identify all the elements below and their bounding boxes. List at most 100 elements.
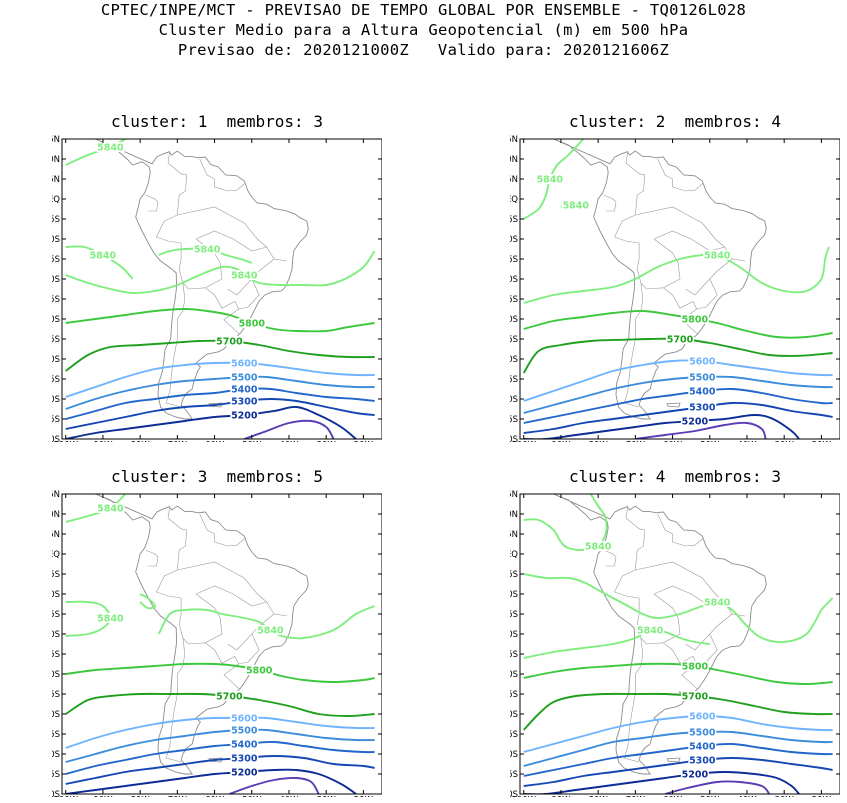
contour-label-bg: [680, 661, 709, 671]
contour-label-bg: [688, 727, 717, 737]
contour-label: 5840: [97, 143, 124, 154]
lat-tick-label: 60S: [510, 435, 518, 442]
contour-label-bg: [230, 739, 259, 749]
contour-5600: [65, 361, 375, 398]
country-border: [165, 282, 186, 408]
lon-tick-label: 30W: [775, 441, 795, 442]
contour-5700: [522, 337, 833, 374]
contour-label: 5500: [689, 373, 716, 384]
lat-tick-label: 5N: [52, 175, 60, 185]
country-border: [177, 561, 275, 615]
lon-tick-label: 40W: [737, 796, 757, 797]
country-border: [685, 613, 746, 651]
contour-5500: [523, 730, 833, 767]
lat-tick-label: 10S: [52, 235, 60, 245]
contour-label: 5840: [231, 271, 258, 282]
country-border: [205, 287, 240, 335]
lon-tick-label: 80W: [589, 796, 609, 797]
lat-tick-label: 5S: [510, 215, 518, 225]
country-border: [657, 513, 704, 547]
lat-tick-label: 60S: [510, 790, 518, 797]
lon-tick-label: 40W: [737, 441, 757, 442]
contour-5840: [523, 573, 834, 644]
lon-tick-label: 60W: [663, 441, 683, 442]
contour-label: 5200: [231, 768, 258, 779]
lat-tick-label: 20S: [510, 630, 518, 640]
country-border: [614, 569, 640, 599]
contour-label-bg: [680, 691, 709, 701]
country-border: [635, 206, 733, 260]
lat-tick-label: 50S: [510, 395, 518, 405]
contour-label: 5800: [682, 662, 709, 673]
lon-tick-label: 40W: [279, 441, 299, 442]
contour-label-bg: [88, 250, 117, 260]
contour-label-bg: [230, 713, 259, 723]
map-panel-cluster-3: cluster: 3 membros: 5 5840 5840 5840 5800 57…: [43, 467, 383, 803]
country-border: [603, 549, 617, 567]
lat-tick-label: 60S: [52, 435, 60, 442]
country-border: [167, 505, 188, 571]
contour-5700: [65, 339, 375, 372]
lon-tick-label: 90W: [93, 796, 113, 797]
contour-label-bg: [237, 318, 266, 328]
lat-tick-label: 45S: [510, 375, 518, 385]
lat-tick-label: 25S: [52, 295, 60, 305]
lat-tick-label: 50S: [510, 750, 518, 760]
contour-label: 5400: [689, 742, 716, 753]
contour-5840: [157, 605, 375, 640]
contour-label: 5300: [231, 754, 258, 765]
contour-label-bg: [96, 613, 125, 623]
lat-tick-label: 5N: [52, 530, 60, 540]
contour-label-bg: [680, 769, 709, 779]
country-border: [156, 214, 182, 244]
lat-tick-label: 20S: [52, 275, 60, 285]
coastline: [553, 139, 767, 420]
contour-label: 5500: [231, 726, 258, 737]
contour-5100: [243, 419, 335, 439]
contour-map: 5840 5840 5840 5800 5700 5600 5500 5400 5300 5200…: [501, 490, 841, 803]
lon-tick-label: 20W: [812, 441, 832, 442]
contour-5600: [523, 359, 833, 402]
lat-tick-label: 10N: [52, 510, 60, 520]
contour-label-bg: [688, 402, 717, 412]
country-border: [663, 287, 698, 335]
contour-label: 5200: [231, 411, 258, 422]
lon-tick-label: 80W: [131, 796, 151, 797]
lon-tick-label: 70W: [168, 441, 188, 442]
lat-tick-label: 10S: [510, 235, 518, 245]
contour-5400: [65, 387, 375, 420]
country-border: [696, 633, 718, 665]
country-border: [195, 230, 267, 252]
contour-label-bg: [703, 597, 732, 607]
contour-label-bg: [688, 372, 717, 382]
contour-label: 5800: [239, 319, 266, 330]
lat-tick-label: 45S: [52, 730, 60, 740]
contour-label-bg: [584, 541, 613, 551]
contour-label: 5840: [704, 251, 731, 262]
lat-tick-label: 5S: [52, 215, 60, 225]
lat-tick-label: 10S: [510, 590, 518, 600]
country-border: [657, 158, 704, 192]
contour-label: 5700: [216, 692, 243, 703]
lon-tick-label: 100W: [53, 441, 78, 442]
contour-label-bg: [215, 691, 244, 701]
country-border: [227, 258, 288, 296]
lat-tick-label: 40S: [510, 710, 518, 720]
contour-label-bg: [688, 711, 717, 721]
contour-label: 5200: [682, 770, 709, 781]
country-border: [177, 206, 275, 260]
header-subtitle: Cluster Medio para a Altura Geopotencial…: [158, 21, 689, 39]
lat-tick-label: 15S: [510, 255, 518, 265]
contour-label-bg: [230, 396, 259, 406]
lat-tick-label: 40S: [52, 710, 60, 720]
contour-label: 5840: [537, 175, 564, 186]
header-title: CPTEC/INPE/MCT - PREVISAO DE TEMPO GLOBA…: [100, 1, 747, 19]
lat-tick-label: 45S: [510, 730, 518, 740]
country-border: [199, 158, 246, 192]
lat-tick-label: 60S: [52, 790, 60, 797]
country-border: [653, 230, 725, 252]
lat-tick-label: 10N: [510, 510, 518, 520]
contour-label: 5700: [682, 692, 709, 703]
contour-label: 5600: [231, 359, 258, 370]
lat-tick-label: EQ: [52, 550, 60, 560]
